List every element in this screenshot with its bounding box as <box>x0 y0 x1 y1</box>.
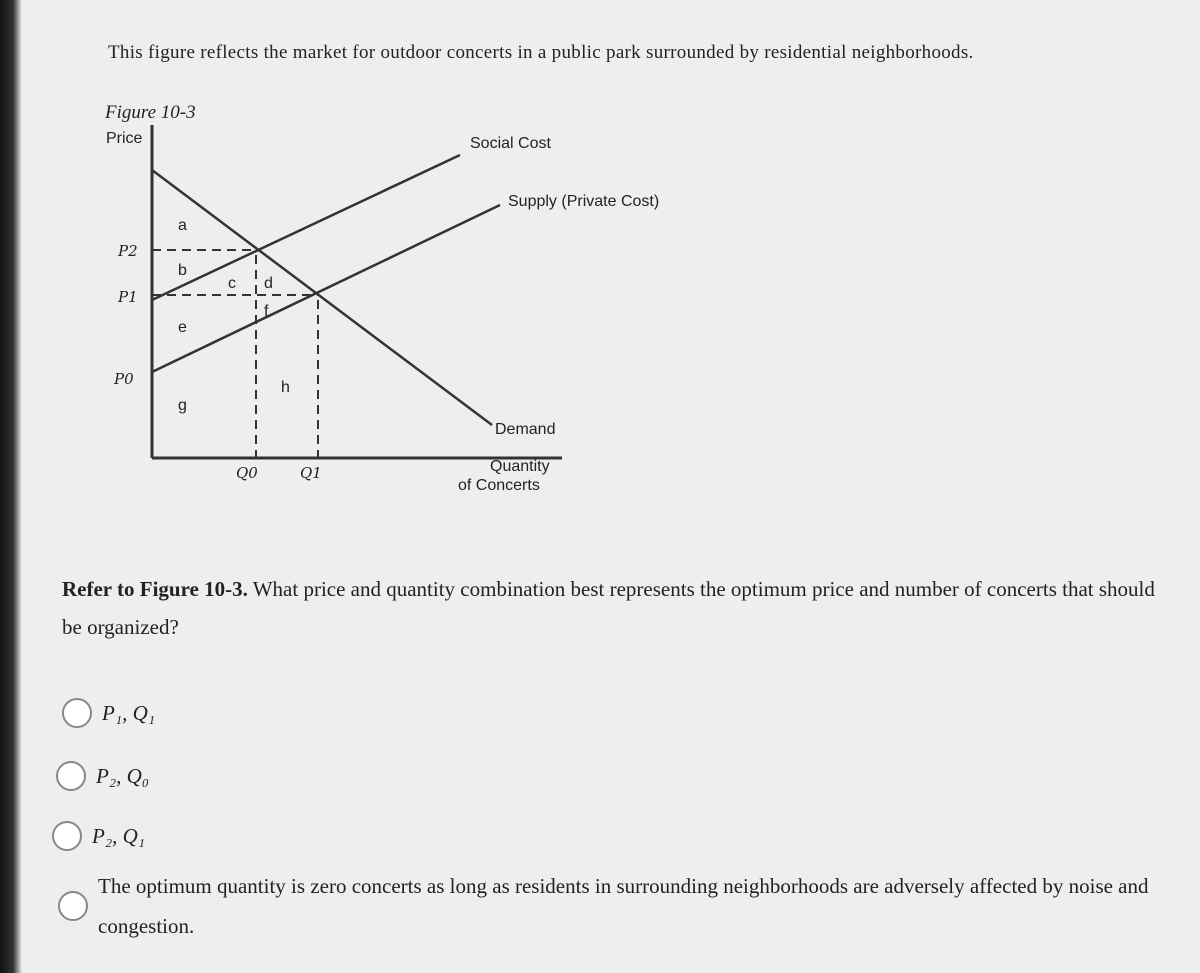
region-label: e <box>178 319 187 336</box>
figure: Price Social Cost Supply (Private Cost) … <box>106 125 659 494</box>
option-label: P₂, Q₀ <box>96 763 150 788</box>
option[interactable]: P₂, Q₀ <box>56 761 149 791</box>
region-label: b <box>178 262 187 279</box>
option-label: P₁, Q₁ <box>102 700 156 725</box>
region-label: f <box>264 303 269 320</box>
region-label: d <box>264 275 273 292</box>
social-cost-label: Social Cost <box>470 135 551 152</box>
x-axis-label: of Concerts <box>458 477 540 494</box>
screen-edge <box>0 0 22 973</box>
option[interactable]: P₂, Q₁ <box>52 821 145 851</box>
region-label: h <box>281 379 290 396</box>
region-label: a <box>178 217 187 234</box>
region-label: c <box>228 275 236 292</box>
price-label: P0 <box>113 370 134 388</box>
price-label: P1 <box>117 288 138 306</box>
option-label: The optimum quantity is zero concerts as… <box>98 874 1149 938</box>
radio-button[interactable] <box>58 891 88 921</box>
x-axis-label: Quantity <box>490 458 550 475</box>
question: Refer to Figure 10-3. What price and qua… <box>62 570 1172 646</box>
option[interactable]: The optimum quantity is zero concerts as… <box>58 866 1178 946</box>
region-label: g <box>178 397 187 414</box>
option[interactable]: P₁, Q₁ <box>62 698 155 728</box>
social-cost-curve <box>151 153 461 302</box>
quantity-label: Q1 <box>300 464 322 482</box>
radio-button[interactable] <box>52 821 82 851</box>
supply-curve <box>151 203 501 374</box>
intro-text: This figure reflects the market for outd… <box>108 42 974 63</box>
radio-button[interactable] <box>62 698 92 728</box>
quantity-label: Q0 <box>236 464 258 482</box>
option-label: P₂, Q₁ <box>92 823 146 848</box>
demand-curve <box>151 169 493 426</box>
question-reference: Refer to Figure 10-3. <box>62 577 248 601</box>
figure-label: Figure 10-3 <box>105 102 196 123</box>
demand-label: Demand <box>495 421 555 438</box>
question-text: What price and quantity combination best… <box>62 577 1155 639</box>
y-axis-label: Price <box>106 130 143 147</box>
radio-button[interactable] <box>56 761 86 791</box>
supply-label: Supply (Private Cost) <box>508 193 659 210</box>
price-label: P2 <box>117 242 138 260</box>
